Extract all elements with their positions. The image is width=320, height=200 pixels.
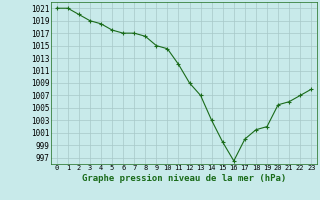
X-axis label: Graphe pression niveau de la mer (hPa): Graphe pression niveau de la mer (hPa)	[82, 174, 286, 183]
